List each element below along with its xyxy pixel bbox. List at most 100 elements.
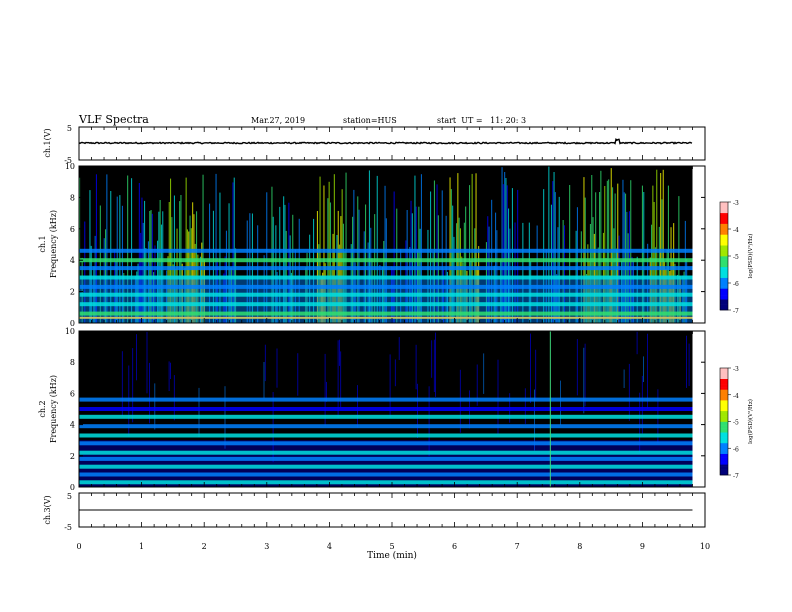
- ch2-colorbar-cell: [720, 464, 728, 467]
- ch1-impulse-streak: [157, 240, 159, 323]
- ch1-impulse-streak: [446, 271, 448, 323]
- ch2-colorbar-tick-label: -6: [733, 446, 739, 453]
- ch1-impulse-streak: [550, 204, 552, 323]
- ch1-impulse-streak: [384, 185, 386, 323]
- ch2-spectrogram-ytick-label: 0: [70, 483, 75, 492]
- ch2-colorbar-cell: [720, 453, 728, 456]
- ch1-impulse-streak: [457, 173, 459, 323]
- ch1-impulse-streak: [194, 243, 196, 323]
- ch1-colorbar-cell: [720, 211, 728, 214]
- ch1-impulse-streak: [290, 272, 292, 323]
- ch1-impulse-streak: [589, 224, 591, 323]
- ch1-impulse-streak: [576, 207, 578, 323]
- ch1-spectrogram-ytick-label: 4: [70, 256, 75, 265]
- ch2-colorbar-cell: [720, 441, 728, 444]
- ch2-impulse-streak: [136, 334, 137, 381]
- ch1-colorbar-cell: [720, 308, 728, 311]
- ch1-impulse-streak: [604, 186, 606, 323]
- time-tick-label: 8: [577, 542, 582, 551]
- ch1-impulse-streak: [522, 222, 524, 323]
- ch1-impulse-streak: [257, 225, 259, 323]
- ch2-impulse-streak: [636, 331, 638, 355]
- ch1-impulse-streak: [288, 202, 290, 323]
- ch1-impulse-streak: [147, 241, 149, 323]
- ch1-impulse-streak: [223, 273, 225, 323]
- ch1-impulse-streak: [543, 189, 545, 323]
- ch1-colorbar-cell: [720, 263, 728, 266]
- ch1-impulse-streak: [652, 185, 654, 323]
- ch1-impulse-streak: [506, 185, 508, 323]
- ch1-impulse-streak: [201, 242, 203, 323]
- ch2-spectrogram-ytick-label: 6: [70, 389, 75, 398]
- ch1-impulse-streak: [599, 192, 601, 323]
- date-label: Mar.27, 2019: [251, 116, 305, 125]
- ch1-impulse-streak: [664, 261, 666, 323]
- ch1-colorbar-cell: [720, 272, 728, 275]
- start-time-label: start UT = 11: 20: 3: [437, 116, 526, 125]
- ch2-impulse-streak: [535, 349, 537, 401]
- ch1-spectrogram-ytick-label: 2: [70, 288, 75, 297]
- ch1-colorbar-cell: [720, 283, 728, 286]
- ch1-colorbar-cell: [720, 239, 728, 242]
- ch1-colorbar-cell: [720, 290, 728, 293]
- ch1-impulse-streak: [470, 260, 472, 323]
- ch1-colorbar-cell: [720, 218, 728, 221]
- ch1-impulse-streak: [371, 258, 373, 323]
- ch2-impulse-streak: [263, 362, 265, 399]
- ch2-colorbar-cell: [720, 457, 728, 460]
- ch2-colorbar-cell: [720, 380, 728, 383]
- hum-band: [79, 284, 693, 289]
- ch2-colorbar-cell: [720, 401, 728, 404]
- ch1-spectrogram-ytick-label: 10: [65, 162, 75, 171]
- ch1-impulse-streak: [553, 172, 555, 323]
- ch2-colorbar: -3 -4 -5 -6 -7 log(PSD)(V²/Hz): [719, 366, 754, 480]
- ch2-impulse-streak: [326, 381, 327, 402]
- hum-band: [79, 414, 693, 419]
- ch1-colorbar-tick-label: -4: [733, 227, 739, 234]
- ch1-trace: [78, 137, 693, 145]
- ch1-impulse-streak: [90, 245, 92, 323]
- ch1-impulse-streak: [679, 275, 681, 323]
- ch1-impulse-streak: [649, 257, 651, 323]
- ch2-impulse-streak: [276, 348, 278, 388]
- no-data-region: [692, 331, 705, 487]
- ch2-colorbar-cell: [720, 421, 728, 424]
- ch1-colorbar-tick-label: -3: [733, 200, 739, 207]
- ch3-ytick-top: 5: [67, 492, 72, 501]
- ch2-colorbar-cell: [720, 391, 728, 394]
- ch1-impulse-streak: [418, 206, 420, 323]
- ch1-colorbar: -3 -4 -5 -6 -7 log(PSD)(V²/Hz): [719, 200, 754, 315]
- ch2-impulse-streak: [324, 353, 326, 427]
- ch2-colorbar-cell: [720, 369, 728, 372]
- ch1-colorbar-tick-label: -5: [733, 254, 739, 261]
- ch1-impulse-streak: [95, 174, 97, 323]
- ch1-impulse-streak: [612, 187, 614, 323]
- ch1-impulse-streak: [199, 256, 201, 323]
- ch1-impulse-streak: [106, 174, 108, 323]
- ch1-impulse-streak: [219, 192, 221, 323]
- ch2-impulse-streak: [583, 347, 585, 414]
- station-label: station=HUS: [343, 116, 397, 125]
- ch1-colorbar-cell: [720, 254, 728, 257]
- ch1-colorbar-cell: [720, 261, 728, 264]
- ch2-impulse-streak: [428, 386, 430, 457]
- ch1-impulse-streak: [488, 226, 490, 323]
- ch1-impulse-streak: [320, 275, 322, 323]
- ch1-impulse-streak: [276, 271, 278, 323]
- ch1-impulse-streak: [586, 274, 588, 323]
- ch1-impulse-streak: [514, 222, 516, 323]
- ch2-colorbar-tick-label: -4: [733, 393, 739, 400]
- ch1-ytick-top: 5: [67, 124, 72, 133]
- ch2-spectrogram-panel: 0 2 4 6 8 10 ch.2 Frequency (kHz) -3 -4 -5 -6 -7 l…: [38, 327, 754, 492]
- ch1-colorbar-cell: [720, 268, 728, 271]
- ch1-impulse-streak: [209, 203, 211, 323]
- ch1-impulse-streak: [266, 192, 268, 323]
- ch1-impulse-streak: [669, 270, 671, 323]
- ch1-colorbar-cell: [720, 292, 728, 295]
- ch2-impulse-streak: [647, 333, 648, 409]
- ch1-impulse-streak: [341, 189, 343, 323]
- ch1-impulse-streak: [329, 202, 331, 323]
- hum-band: [79, 266, 693, 271]
- ch1-impulse-streak: [322, 272, 324, 323]
- ch1-impulse-streak: [485, 242, 487, 323]
